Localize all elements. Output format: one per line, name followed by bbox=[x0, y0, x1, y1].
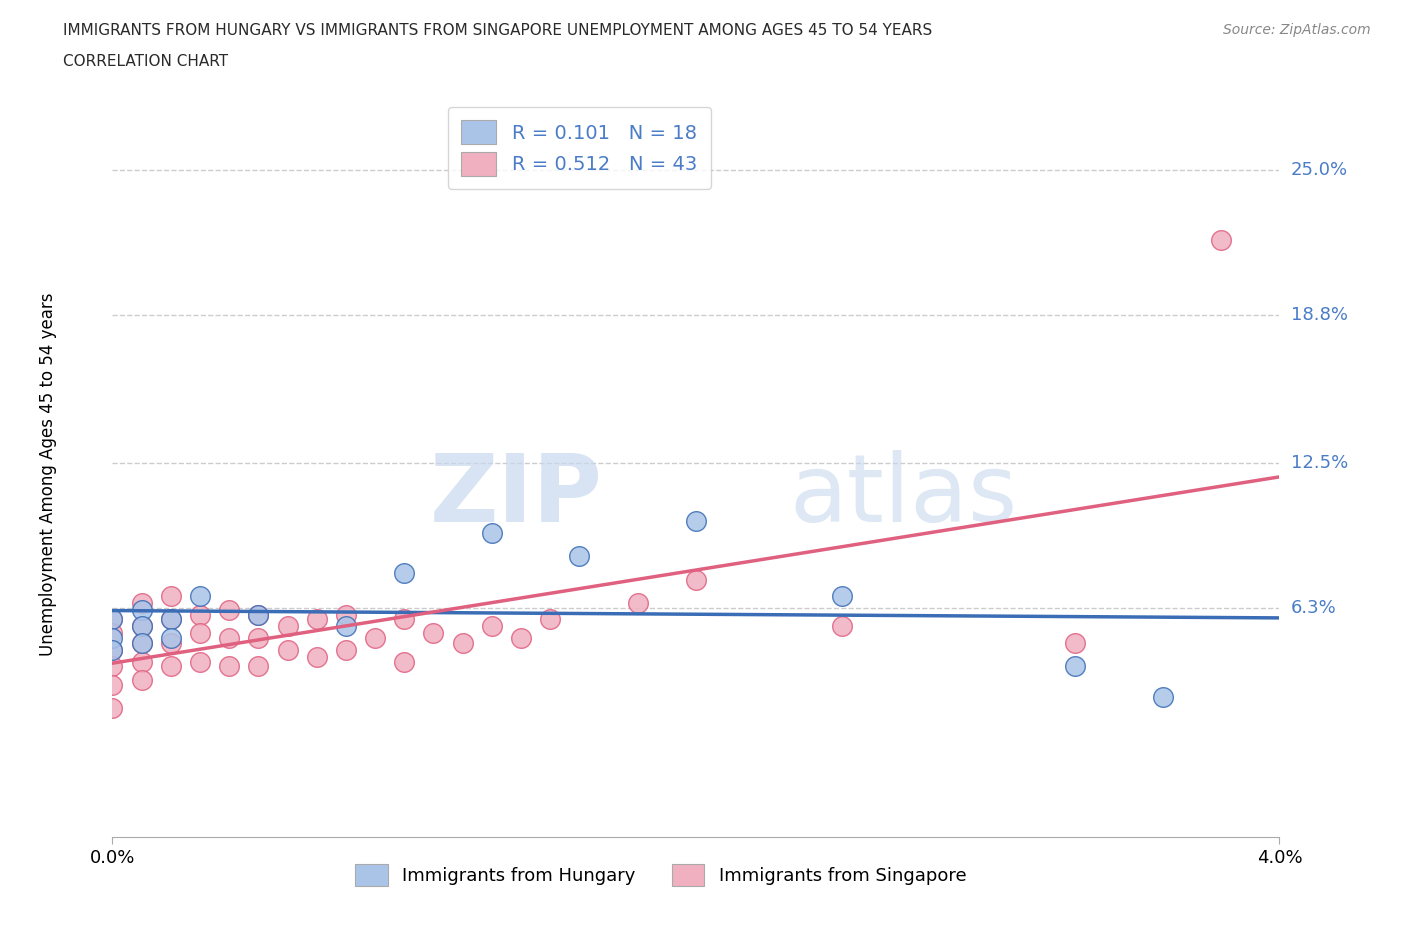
Point bbox=[335, 607, 357, 622]
Point bbox=[131, 619, 153, 634]
Point bbox=[831, 619, 853, 634]
Point bbox=[1152, 689, 1174, 704]
Point bbox=[131, 603, 153, 618]
Point bbox=[218, 603, 240, 618]
Point bbox=[1211, 232, 1233, 247]
Point bbox=[101, 612, 124, 627]
Point bbox=[276, 643, 298, 658]
Text: IMMIGRANTS FROM HUNGARY VS IMMIGRANTS FROM SINGAPORE UNEMPLOYMENT AMONG AGES 45 : IMMIGRANTS FROM HUNGARY VS IMMIGRANTS FR… bbox=[63, 23, 932, 38]
Point bbox=[101, 658, 124, 673]
Point bbox=[394, 654, 416, 669]
Point bbox=[101, 631, 124, 645]
Point bbox=[188, 607, 211, 622]
Point bbox=[509, 631, 531, 645]
Point bbox=[247, 607, 270, 622]
Point bbox=[101, 701, 124, 716]
Point bbox=[1064, 658, 1087, 673]
Point bbox=[218, 631, 240, 645]
Point bbox=[188, 589, 211, 604]
Text: 6.3%: 6.3% bbox=[1291, 599, 1336, 617]
Point bbox=[247, 607, 270, 622]
Point bbox=[481, 619, 503, 634]
Point bbox=[160, 589, 183, 604]
Point bbox=[131, 595, 153, 610]
Text: atlas: atlas bbox=[789, 450, 1018, 542]
Point bbox=[394, 565, 416, 580]
Point bbox=[131, 654, 153, 669]
Point bbox=[247, 658, 270, 673]
Point bbox=[101, 612, 124, 627]
Point bbox=[831, 589, 853, 604]
Point bbox=[276, 619, 298, 634]
Point bbox=[160, 631, 183, 645]
Point bbox=[422, 626, 444, 641]
Point bbox=[335, 643, 357, 658]
Legend: Immigrants from Hungary, Immigrants from Singapore: Immigrants from Hungary, Immigrants from… bbox=[349, 857, 974, 893]
Text: Source: ZipAtlas.com: Source: ZipAtlas.com bbox=[1223, 23, 1371, 37]
Point bbox=[160, 658, 183, 673]
Text: 25.0%: 25.0% bbox=[1291, 161, 1348, 179]
Point bbox=[188, 626, 211, 641]
Point bbox=[364, 631, 387, 645]
Point bbox=[131, 672, 153, 687]
Text: CORRELATION CHART: CORRELATION CHART bbox=[63, 54, 228, 69]
Point bbox=[160, 612, 183, 627]
Point bbox=[335, 619, 357, 634]
Point bbox=[394, 612, 416, 627]
Point bbox=[101, 677, 124, 692]
Point bbox=[160, 635, 183, 650]
Point bbox=[131, 635, 153, 650]
Point bbox=[627, 595, 650, 610]
Point bbox=[101, 643, 124, 658]
Point bbox=[160, 612, 183, 627]
Text: 12.5%: 12.5% bbox=[1291, 454, 1348, 472]
Point bbox=[1064, 635, 1087, 650]
Point bbox=[305, 649, 328, 664]
Point bbox=[568, 549, 591, 564]
Point bbox=[305, 612, 328, 627]
Point bbox=[685, 572, 707, 587]
Text: Unemployment Among Ages 45 to 54 years: Unemployment Among Ages 45 to 54 years bbox=[39, 293, 58, 656]
Point bbox=[101, 643, 124, 658]
Point bbox=[451, 635, 474, 650]
Text: 18.8%: 18.8% bbox=[1291, 306, 1347, 325]
Point bbox=[188, 654, 211, 669]
Point bbox=[538, 612, 561, 627]
Point bbox=[131, 619, 153, 634]
Point bbox=[481, 525, 503, 540]
Point bbox=[131, 635, 153, 650]
Point bbox=[685, 513, 707, 528]
Text: ZIP: ZIP bbox=[430, 450, 603, 542]
Point bbox=[218, 658, 240, 673]
Point bbox=[101, 626, 124, 641]
Point bbox=[247, 631, 270, 645]
